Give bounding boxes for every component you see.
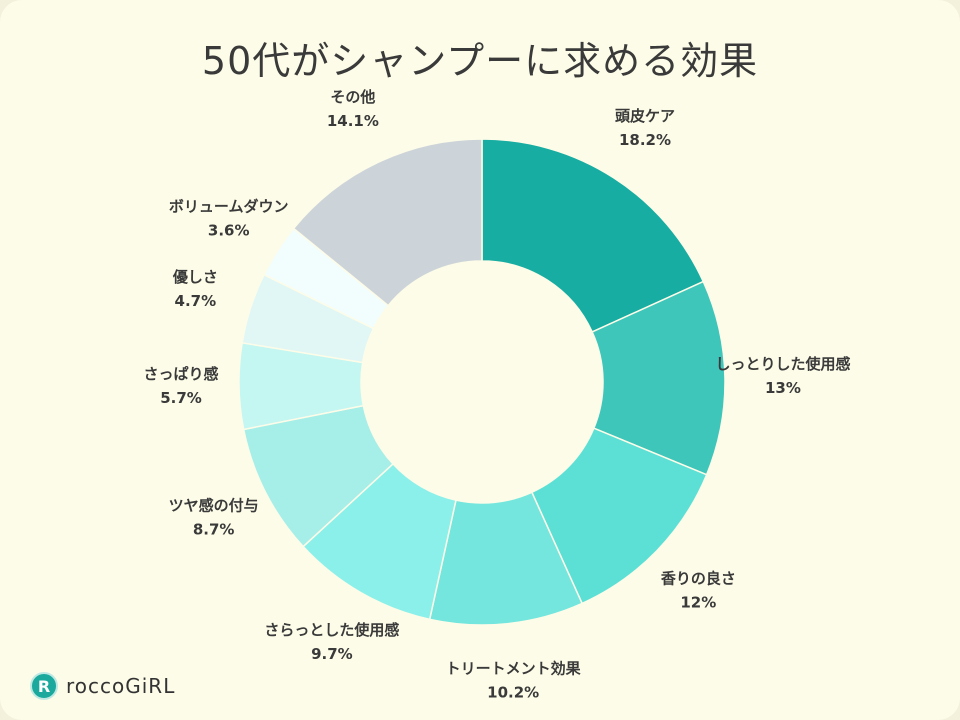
slice-label: トリートメント効果 — [446, 659, 582, 677]
slice-label: ボリュームダウン — [169, 197, 289, 215]
chart-title: 50代がシャンプーに求める効果 — [201, 39, 759, 83]
logo-icon: R — [30, 672, 58, 700]
slice-label: 頭皮ケア — [615, 107, 675, 125]
slice-label: しっとりした使用感 — [715, 355, 850, 373]
slice-value: 10.2% — [487, 683, 539, 701]
slice-value: 12% — [680, 593, 716, 611]
slice-0 — [481, 138, 705, 333]
slice-label: その他 — [330, 88, 375, 106]
slice-value: 5.7% — [160, 389, 202, 407]
slice-value: 9.7% — [311, 645, 353, 663]
slice-label: さらっとした使用感 — [264, 621, 399, 639]
slice-9 — [292, 138, 483, 307]
brand-name: roccoGiRL — [66, 674, 176, 698]
slice-value: 3.6% — [208, 221, 250, 239]
slice-label: さっぱり感 — [144, 365, 219, 383]
slice-1 — [591, 280, 726, 476]
slice-label: 香りの良さ — [661, 569, 736, 587]
slice-label: ツヤ感の付与 — [169, 496, 259, 514]
slice-2 — [530, 427, 708, 605]
brand-logo: R roccoGiRL — [30, 672, 175, 700]
slice-label: 優しさ — [172, 268, 218, 286]
slice-value: 13% — [765, 379, 801, 397]
slice-value: 8.7% — [193, 520, 235, 538]
slice-value: 18.2% — [619, 131, 671, 149]
slice-value: 4.7% — [175, 292, 217, 310]
slice-value: 14.1% — [327, 112, 379, 130]
